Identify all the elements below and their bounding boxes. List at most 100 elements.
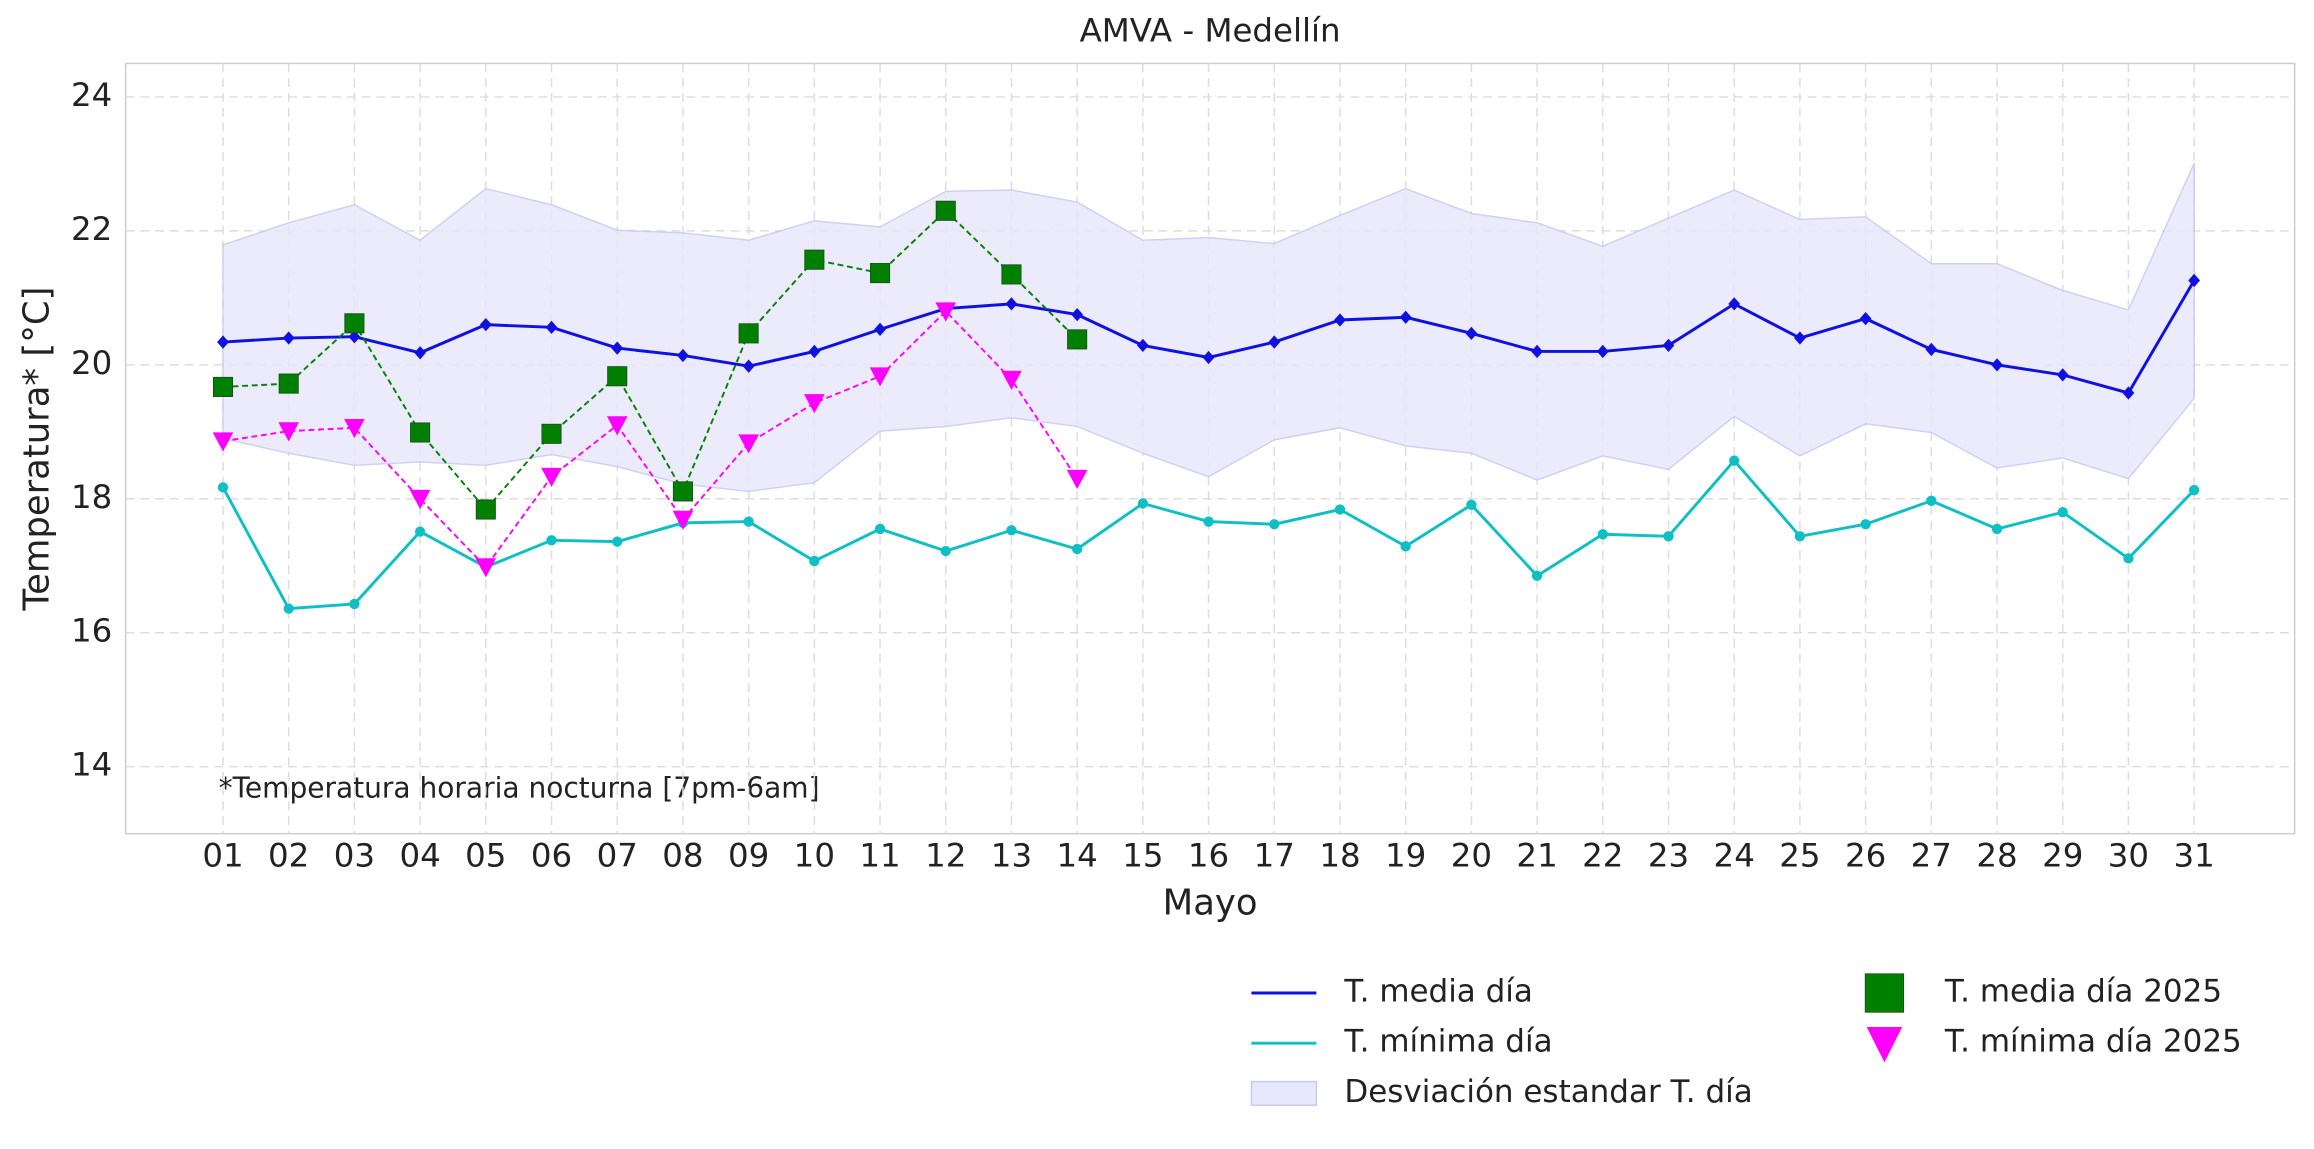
data-point xyxy=(217,335,229,349)
legend-swatch xyxy=(1864,973,1905,1013)
x-tick-label: 19 xyxy=(1385,836,1426,874)
data-point xyxy=(870,263,891,284)
x-tick-label: 27 xyxy=(1911,836,1952,874)
data-point xyxy=(808,344,821,359)
data-point xyxy=(1859,311,1872,326)
x-tick-label: 21 xyxy=(1516,836,1557,874)
data-point xyxy=(2057,507,2068,518)
x-tick-label: 23 xyxy=(1648,836,1689,874)
legend-entry: T. mínima día 2025 xyxy=(1866,1024,2242,1063)
legend-entry: T. mínima día xyxy=(1251,1024,1553,1060)
y-tick-label: 20 xyxy=(71,344,112,382)
data-point xyxy=(606,416,628,436)
data-point xyxy=(475,558,497,578)
data-point xyxy=(1991,358,2003,372)
data-point xyxy=(1531,570,1543,581)
x-tick-label: 09 xyxy=(728,836,769,874)
data-point xyxy=(1399,310,1412,324)
data-point xyxy=(1662,338,1675,353)
legend-label: Desviación estandar T. día xyxy=(1344,1074,1752,1110)
data-point xyxy=(283,603,294,614)
data-point xyxy=(1794,531,1806,542)
data-point xyxy=(409,489,431,510)
x-tick-label: 28 xyxy=(1976,836,2017,874)
data-point xyxy=(344,418,365,439)
data-point xyxy=(217,482,229,493)
y-axis-label: Temperatura* [°C] xyxy=(17,287,58,612)
data-point xyxy=(1926,495,1937,506)
data-point xyxy=(738,323,759,344)
data-point xyxy=(1071,543,1083,555)
data-point xyxy=(743,516,754,527)
data-point xyxy=(1334,313,1346,327)
data-point xyxy=(1860,519,1871,530)
data-point xyxy=(348,330,361,344)
data-point xyxy=(935,302,957,322)
data-point xyxy=(1465,326,1478,340)
y-tick-label: 24 xyxy=(71,76,112,114)
data-point xyxy=(2123,553,2134,564)
data-point xyxy=(1596,344,1609,359)
x-tick-label: 25 xyxy=(1779,836,1820,874)
y-tick-label: 14 xyxy=(71,746,112,784)
data-point xyxy=(672,510,694,530)
data-point xyxy=(278,422,300,442)
data-point xyxy=(475,499,496,520)
legend-entry: T. media día 2025 xyxy=(1864,973,2222,1013)
data-point xyxy=(282,331,295,345)
data-point xyxy=(545,320,558,334)
data-point xyxy=(2188,484,2200,496)
data-point xyxy=(869,367,891,387)
data-point xyxy=(738,434,759,454)
data-point xyxy=(672,481,693,502)
x-tick-label: 16 xyxy=(1188,836,1229,874)
data-point xyxy=(1001,370,1022,390)
data-point xyxy=(809,555,820,567)
data-point xyxy=(935,200,956,221)
data-point xyxy=(1137,498,1149,509)
x-tick-label: 04 xyxy=(399,836,440,874)
data-point xyxy=(804,249,825,270)
x-axis-label: Mayo xyxy=(1163,882,1258,923)
x-tick-label: 20 xyxy=(1451,836,1492,874)
data-point xyxy=(612,536,623,547)
x-tick-label: 10 xyxy=(794,836,835,874)
x-tick-label: 02 xyxy=(268,836,309,874)
data-point xyxy=(1066,469,1088,490)
y-tick-label: 22 xyxy=(71,210,112,248)
data-point xyxy=(1991,523,2003,535)
data-point xyxy=(804,394,825,414)
x-tick-label: 14 xyxy=(1057,836,1098,874)
data-point xyxy=(414,346,427,360)
data-point xyxy=(1531,344,1543,359)
data-point xyxy=(1067,329,1088,350)
legend-swatch xyxy=(1250,1080,1318,1106)
data-point xyxy=(546,535,557,546)
std-band xyxy=(222,162,2195,493)
data-point xyxy=(1597,529,1608,540)
x-tick-label: 26 xyxy=(1845,836,1886,874)
x-tick-label: 05 xyxy=(465,836,506,874)
data-point xyxy=(1334,504,1346,515)
y-tick-label: 18 xyxy=(71,478,112,516)
x-tick-label: 11 xyxy=(859,836,900,874)
x-tick-label: 06 xyxy=(531,836,572,874)
data-point xyxy=(212,376,234,397)
data-point xyxy=(2056,368,2069,382)
series-line xyxy=(222,309,1078,569)
data-point xyxy=(742,359,755,373)
data-point xyxy=(1136,338,1149,353)
chart-title: AMVA - Medellín xyxy=(1080,11,1341,49)
x-tick-label: 13 xyxy=(991,836,1032,874)
x-tick-label: 18 xyxy=(1319,836,1360,874)
data-point xyxy=(479,318,492,332)
data-point xyxy=(414,526,426,537)
x-tick-label: 29 xyxy=(2042,836,2083,874)
data-point xyxy=(1203,516,1214,527)
x-tick-label: 15 xyxy=(1122,836,1163,874)
data-point xyxy=(1728,297,1741,311)
x-tick-label: 30 xyxy=(2108,836,2149,874)
data-point xyxy=(874,523,886,535)
data-point xyxy=(1925,342,1938,357)
